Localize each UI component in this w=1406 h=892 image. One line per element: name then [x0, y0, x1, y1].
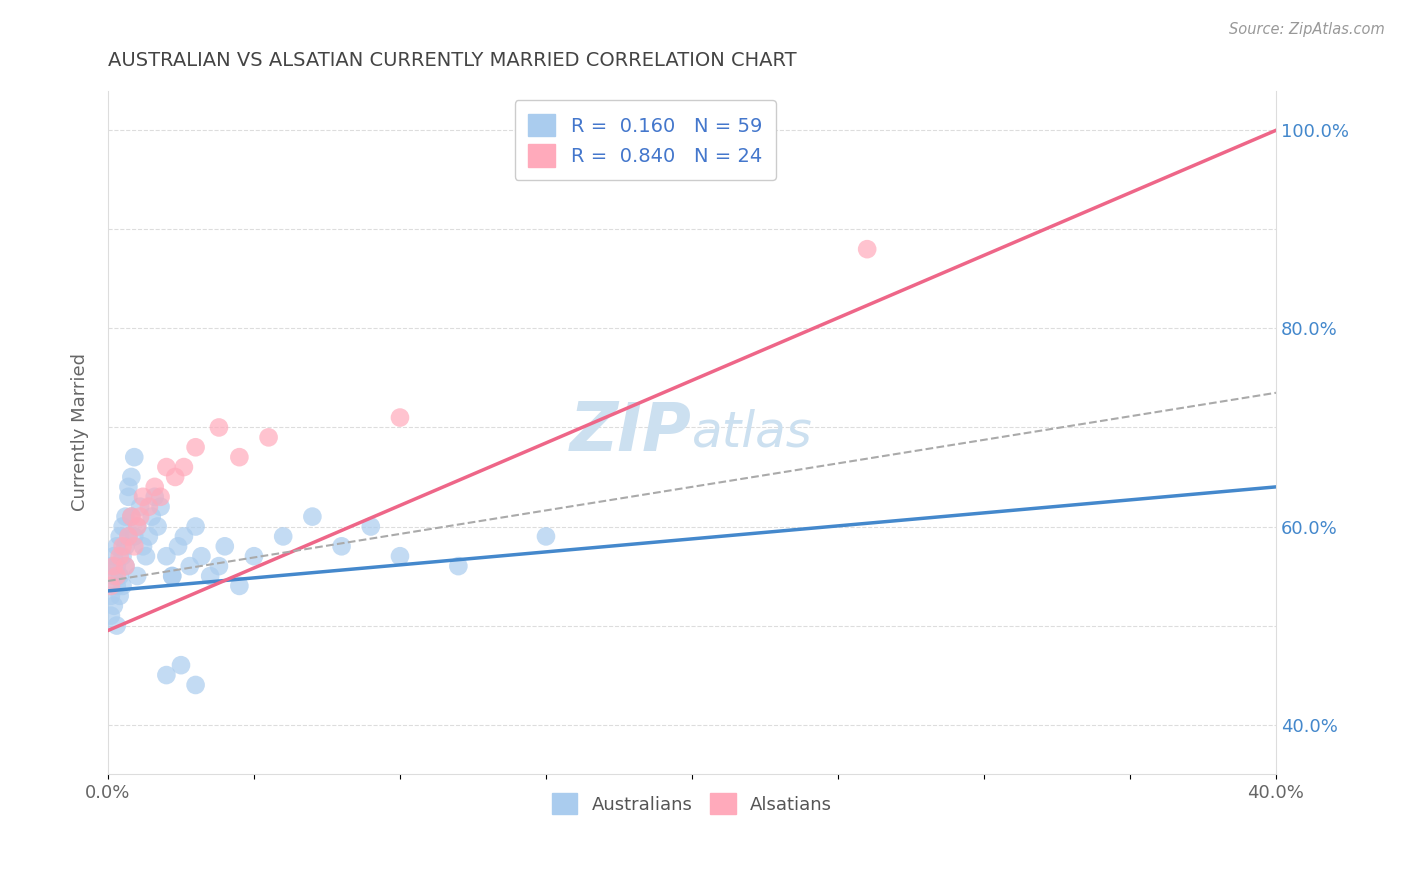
Point [149, 490, 172, 504]
Point [127, 519, 149, 533]
Point [138, 500, 160, 514]
Point [114, 559, 136, 574]
Point [117, 490, 139, 504]
Point [127, 569, 149, 583]
Point [111, 539, 134, 553]
Point [165, 470, 187, 484]
Point [103, 549, 125, 564]
Text: AUSTRALIAN VS ALSATIAN CURRENTLY MARRIED CORRELATION CHART: AUSTRALIAN VS ALSATIAN CURRENTLY MARRIED… [108, 51, 797, 70]
Point [447, 559, 470, 574]
Point [301, 509, 323, 524]
Point [184, 440, 207, 454]
Point [214, 539, 236, 553]
Point [388, 410, 411, 425]
Point [129, 500, 152, 514]
Point [117, 529, 139, 543]
Legend: Australians, Alsatians: Australians, Alsatians [543, 784, 841, 823]
Point [117, 480, 139, 494]
Point [105, 559, 128, 574]
Point [271, 529, 294, 543]
Point [184, 519, 207, 533]
Text: atlas: atlas [692, 409, 813, 457]
Point [198, 569, 221, 583]
Point [856, 242, 879, 256]
Point [360, 519, 382, 533]
Point [228, 579, 250, 593]
Point [132, 490, 155, 504]
Point [129, 509, 152, 524]
Point [155, 668, 177, 682]
Point [228, 450, 250, 465]
Point [105, 569, 128, 583]
Point [243, 549, 266, 564]
Point [155, 797, 177, 811]
Point [143, 826, 166, 840]
Point [167, 539, 190, 553]
Y-axis label: Currently Married: Currently Married [72, 353, 89, 511]
Point [173, 529, 195, 543]
Point [111, 549, 134, 564]
Point [105, 579, 128, 593]
Point [111, 519, 134, 533]
Text: Source: ZipAtlas.com: Source: ZipAtlas.com [1229, 22, 1385, 37]
Point [143, 490, 166, 504]
Point [330, 539, 353, 553]
Point [143, 480, 166, 494]
Point [120, 509, 142, 524]
Point [155, 549, 177, 564]
Point [208, 420, 231, 434]
Point [179, 559, 201, 574]
Point [138, 529, 160, 543]
Point [108, 529, 131, 543]
Text: ZIP: ZIP [569, 400, 692, 466]
Point [120, 509, 142, 524]
Point [105, 539, 128, 553]
Point [190, 549, 212, 564]
Point [173, 460, 195, 475]
Point [132, 539, 155, 553]
Point [122, 529, 145, 543]
Point [127, 519, 149, 533]
Point [141, 509, 163, 524]
Point [108, 569, 131, 583]
Point [100, 589, 122, 603]
Point [170, 658, 193, 673]
Point [108, 589, 131, 603]
Point [534, 529, 557, 543]
Point [117, 529, 139, 543]
Point [100, 608, 122, 623]
Point [135, 549, 157, 564]
Point [184, 678, 207, 692]
Point [149, 500, 172, 514]
Point [160, 569, 183, 583]
Point [111, 579, 134, 593]
Point [103, 559, 125, 574]
Point [257, 430, 280, 444]
Point [120, 470, 142, 484]
Point [160, 569, 183, 583]
Point [108, 549, 131, 564]
Point [100, 559, 122, 574]
Point [122, 450, 145, 465]
Point [114, 509, 136, 524]
Point [103, 569, 125, 583]
Point [105, 618, 128, 632]
Point [388, 549, 411, 564]
Point [114, 559, 136, 574]
Point [155, 460, 177, 475]
Point [208, 559, 231, 574]
Point [100, 579, 122, 593]
Point [146, 519, 169, 533]
Point [122, 539, 145, 553]
Point [114, 539, 136, 553]
Point [103, 599, 125, 613]
